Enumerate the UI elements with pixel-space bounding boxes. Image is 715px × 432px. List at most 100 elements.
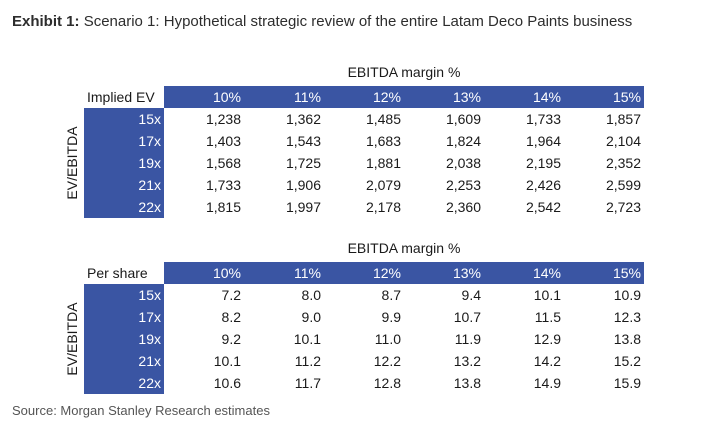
value-cell: 9.9 [381, 309, 401, 325]
value-cell: 1,543 [285, 133, 321, 149]
row-header: 19x [138, 155, 161, 171]
value-cell: 1,733 [525, 111, 561, 127]
corner-label: Implied EV [84, 86, 164, 108]
value-cell: 11.9 [454, 331, 481, 347]
value-cell: 1,485 [365, 111, 401, 127]
value-cell: 10.7 [453, 309, 481, 325]
column-header: 14% [532, 89, 561, 105]
column-header-band: 10% 11% 12% 13% 14% 15% [164, 86, 644, 108]
value-cell: 1,362 [285, 111, 321, 127]
value-cell: 2,599 [605, 177, 641, 193]
row-header-band: 15x 17x 19x 21x 22x [84, 108, 164, 218]
value-cell: 10.1 [533, 287, 561, 303]
value-cell: 1,609 [445, 111, 481, 127]
value-cell: 2,104 [605, 133, 641, 149]
value-cell: 2,038 [445, 155, 481, 171]
value-cell: 11.0 [374, 331, 401, 347]
value-cell: 1,568 [205, 155, 241, 171]
value-cell: 15.9 [613, 375, 641, 391]
row-header: 15x [138, 287, 161, 303]
exhibit-title: Exhibit 1: Scenario 1: Hypothetical stra… [12, 13, 632, 30]
value-cell: 1,683 [365, 133, 401, 149]
value-cell: 2,426 [525, 177, 561, 193]
value-cell: 12.9 [533, 331, 561, 347]
value-cell: 13.2 [453, 353, 481, 369]
header-row: Per share 10% 11% 12% 13% 14% 15% [84, 262, 644, 284]
value-cell: 1,997 [285, 199, 321, 215]
row-header-band: 15x 17x 19x 21x 22x [84, 284, 164, 394]
value-cell: 13.8 [453, 375, 481, 391]
row-header: 21x [138, 353, 161, 369]
row-group-label: EV/EBITDA [64, 126, 80, 200]
row-header: 17x [138, 133, 161, 149]
row-header: 21x [138, 177, 161, 193]
value-cell: 9.2 [221, 331, 241, 347]
value-cell: 8.2 [221, 309, 241, 325]
value-cell: 11.5 [534, 309, 561, 325]
value-cell: 1,881 [365, 155, 401, 171]
value-cell: 12.3 [613, 309, 641, 325]
value-cell: 1,964 [525, 133, 561, 149]
value-cell: 13.8 [613, 331, 641, 347]
column-header: 13% [452, 89, 481, 105]
value-cell: 12.8 [373, 375, 401, 391]
column-header: 10% [212, 265, 241, 281]
column-header: 14% [532, 265, 561, 281]
value-cell: 14.2 [533, 353, 561, 369]
row-header: 22x [138, 375, 161, 391]
column-group-title: EBITDA margin % [347, 64, 461, 80]
value-cell: 10.9 [613, 287, 641, 303]
value-cell: 8.0 [301, 287, 321, 303]
value-cell: 1,733 [205, 177, 241, 193]
value-cell: 1,857 [605, 111, 641, 127]
value-cell: 10.1 [293, 331, 321, 347]
header-row: Implied EV 10% 11% 12% 13% 14% 15% [84, 86, 644, 108]
value-cell: 14.9 [533, 375, 561, 391]
value-cell: 10.6 [213, 375, 241, 391]
column-header: 15% [612, 89, 641, 105]
column-header: 11% [294, 89, 321, 105]
column-header-band: 10% 11% 12% 13% 14% 15% [164, 262, 644, 284]
value-cell: 2,079 [365, 177, 401, 193]
value-cell: 15.2 [613, 353, 641, 369]
value-cell: 11.2 [294, 353, 321, 369]
row-group-label: EV/EBITDA [64, 302, 80, 376]
value-cell: 9.4 [461, 287, 481, 303]
value-cell: 2,723 [605, 199, 641, 215]
value-cell: 8.7 [381, 287, 401, 303]
row-header: 15x [138, 111, 161, 127]
column-header: 11% [294, 265, 321, 281]
corner-label: Per share [84, 262, 164, 284]
exhibit-title-text: Scenario 1: Hypothetical strategic revie… [83, 13, 633, 30]
row-group-title: EV/EBITDA [60, 284, 84, 394]
value-cell: 2,253 [445, 177, 481, 193]
value-cell: 11.7 [294, 375, 321, 391]
column-header: 10% [212, 89, 241, 105]
source-note: Source: Morgan Stanley Research estimate… [12, 403, 270, 418]
column-header: 13% [452, 265, 481, 281]
row-header: 22x [138, 199, 161, 215]
row-header: 17x [138, 309, 161, 325]
value-cell: 2,352 [605, 155, 641, 171]
value-cell: 2,195 [525, 155, 561, 171]
column-header: 12% [372, 89, 401, 105]
value-cell: 1,824 [445, 133, 481, 149]
value-cell: 2,178 [365, 199, 401, 215]
column-header: 15% [612, 265, 641, 281]
value-cell: 1,906 [285, 177, 321, 193]
value-cell: 2,360 [445, 199, 481, 215]
value-cell: 12.2 [373, 353, 401, 369]
value-cell: 10.1 [213, 353, 241, 369]
value-cell: 9.0 [301, 309, 321, 325]
exhibit-label: Exhibit 1: [12, 13, 80, 30]
value-cell: 1,238 [205, 111, 241, 127]
value-cell: 2,542 [525, 199, 561, 215]
row-header: 19x [138, 331, 161, 347]
value-cell: 1,403 [205, 133, 241, 149]
value-cell: 1,725 [285, 155, 321, 171]
value-cell: 7.2 [221, 287, 241, 303]
column-group-title: EBITDA margin % [347, 240, 461, 256]
row-group-title: EV/EBITDA [60, 108, 84, 218]
value-cell: 1,815 [205, 199, 241, 215]
column-header: 12% [372, 265, 401, 281]
